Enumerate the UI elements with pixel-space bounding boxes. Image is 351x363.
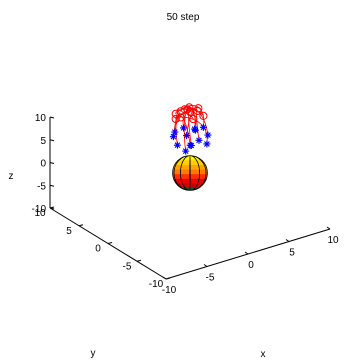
x-tick-mark: [244, 251, 249, 255]
start-marker: [171, 114, 180, 124]
end-marker: [173, 141, 181, 149]
z-tick-mark: [49, 116, 55, 119]
sphere-band: [172, 178, 208, 184]
markers-group: [169, 103, 212, 155]
z-tick-label: 10: [35, 113, 47, 124]
x-tick-label: -10: [162, 285, 177, 296]
sphere-band: [172, 160, 208, 166]
trajectory-line: [183, 106, 190, 152]
z-tick-label: 0: [40, 159, 46, 170]
z-tick-mark: [49, 184, 55, 187]
end-marker: [204, 131, 212, 139]
z-axis-label: z: [9, 171, 14, 182]
sphere-meridian: [180, 155, 200, 191]
start-marker: [171, 109, 180, 118]
y-tick-mark: [165, 277, 171, 280]
start-marker: [185, 103, 194, 112]
x-tick-label: 5: [289, 248, 295, 259]
y-tick-label: 0: [95, 244, 101, 255]
y-tick-label: 10: [34, 208, 46, 219]
x-axis-label: x: [261, 349, 266, 360]
z-tick-mark: [49, 139, 55, 142]
x-tick-label: 0: [248, 260, 254, 271]
start-marker: [189, 114, 198, 124]
y-tick-label: -10: [149, 279, 164, 290]
y-tick-mark: [136, 259, 142, 262]
end-marker: [203, 140, 211, 148]
y-tick-label: -5: [123, 261, 132, 272]
sphere-band: [172, 155, 208, 161]
x-tick-label: -5: [206, 273, 215, 284]
end-marker: [180, 124, 188, 132]
trajectory-line: [180, 115, 191, 146]
z-tick-mark: [49, 207, 55, 210]
axes-group: [49, 116, 331, 280]
x-tick-mark: [162, 276, 167, 280]
z-tick-label: -5: [37, 181, 46, 192]
x-tick-mark: [326, 226, 331, 230]
sphere-band: [172, 188, 208, 191]
chart-title: 50 step: [167, 12, 200, 23]
x-tick-mark: [285, 239, 290, 242]
end-marker: [169, 133, 177, 141]
x-tick-label: 10: [327, 235, 339, 246]
sphere-group: [172, 155, 208, 191]
y-axis-label: y: [91, 348, 96, 359]
sphere-band: [172, 164, 208, 171]
sphere-meridian: [189, 155, 191, 191]
y-tick-label: 5: [66, 226, 72, 237]
sphere-outline: [172, 155, 208, 191]
end-marker: [171, 128, 179, 136]
sphere-band: [172, 169, 208, 175]
sphere-meridian: [173, 155, 207, 191]
y-tick-mark: [107, 242, 113, 244]
start-marker: [194, 104, 203, 113]
end-marker: [186, 141, 194, 149]
z-tick-mark: [49, 162, 55, 164]
z-tick-label: 5: [40, 136, 46, 147]
end-marker: [191, 125, 199, 133]
sphere-band: [172, 174, 208, 180]
trajectory-line: [184, 105, 205, 128]
end-marker: [182, 147, 190, 155]
end-marker: [195, 136, 203, 144]
start-marker: [199, 111, 208, 121]
end-marker: [183, 132, 191, 140]
start-marker: [183, 105, 192, 114]
start-marker: [180, 105, 189, 114]
z-tick-label: -10: [32, 204, 47, 215]
end-marker: [199, 123, 207, 131]
y-tick-mark: [78, 224, 84, 227]
x-tick-mark: [203, 264, 208, 267]
sphere-band: [172, 183, 208, 189]
